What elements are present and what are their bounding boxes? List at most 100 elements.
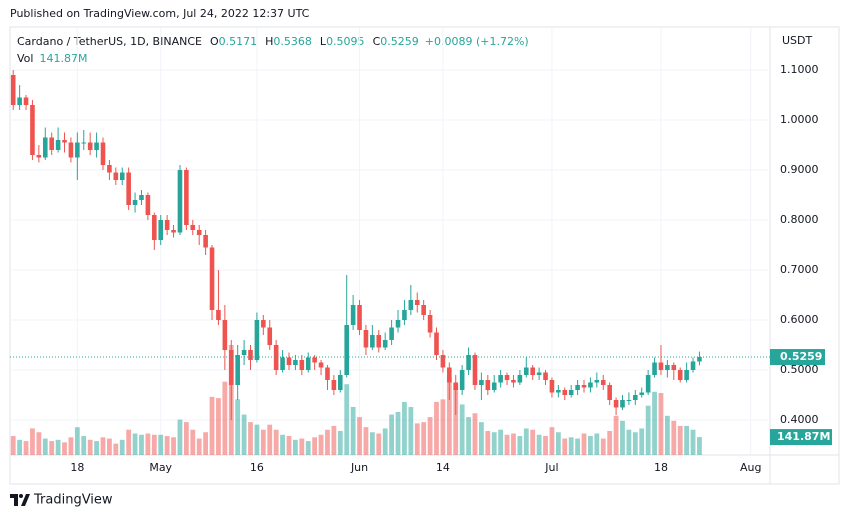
legend-title: Cardano / TetherUS, 1D, BINANCE O0.5171 H0… [17, 35, 529, 48]
volume-bar [151, 434, 157, 455]
candle-body [17, 97, 22, 105]
candle-body [370, 335, 375, 348]
candle-body [209, 247, 215, 310]
candle-body [421, 305, 426, 315]
volume-bar [10, 436, 16, 455]
y-tick-label: 0.6000 [780, 313, 819, 326]
ohlc-value: 0.5095 [326, 35, 365, 48]
candle-body [613, 400, 619, 408]
volume-bar [203, 432, 209, 455]
last-volume-label: 141.87M [777, 430, 830, 443]
candle-body [94, 142, 99, 150]
candle-body [216, 310, 221, 320]
candle-body [543, 372, 548, 380]
volume-bar [350, 406, 356, 455]
candle-body [459, 370, 465, 390]
last-volume-box [770, 429, 832, 446]
volume-bar [491, 432, 497, 455]
candle-body [536, 372, 542, 375]
candle-body [645, 375, 651, 393]
legend: Cardano / TetherUS, 1D, BINANCE O0.5171 H0… [17, 35, 529, 65]
candle-body [280, 357, 285, 370]
y-tick-label: 0.4000 [780, 413, 819, 426]
ohlc-prefix: H [265, 35, 273, 48]
candle-body [600, 380, 606, 385]
candle-body [139, 195, 144, 200]
volume-bar [113, 443, 119, 455]
volume-bar [68, 437, 74, 455]
volume-bar [171, 437, 176, 455]
volume-bar [299, 438, 305, 455]
y-axis-label: USDT [782, 34, 813, 47]
candle-body [665, 365, 670, 370]
candle-body [107, 165, 112, 173]
candle-body [671, 365, 677, 370]
candle-body [23, 97, 29, 105]
candle-body [171, 230, 176, 233]
candle-body [479, 380, 484, 385]
candle-body [158, 220, 164, 240]
volume-bar [62, 442, 67, 455]
volume-bar [196, 438, 202, 455]
x-tick-label: Jun [350, 461, 368, 474]
volume-bar [421, 422, 427, 455]
volume-bar [293, 439, 298, 455]
volume-bar [337, 430, 343, 455]
candle-body [49, 137, 54, 150]
volume-bar [395, 412, 401, 455]
x-tick-label: 18 [654, 461, 668, 474]
candle-body [325, 367, 330, 380]
volume-bar [158, 434, 164, 455]
candle-body [472, 355, 478, 385]
candle-body [190, 225, 196, 230]
volume-bar [414, 423, 420, 455]
volume-bar [504, 434, 510, 455]
volume-bar [453, 384, 459, 455]
ohlc-value: 0.5368 [273, 35, 312, 48]
volume-bar [562, 438, 568, 455]
volume-bar [555, 432, 561, 455]
candle-body [491, 382, 497, 390]
volume-bar [132, 433, 138, 455]
candle-body [376, 335, 382, 348]
volume-bar [107, 438, 112, 455]
candle-body [164, 220, 170, 230]
candle-body [254, 320, 260, 360]
ohlc-prefix: C [373, 35, 381, 48]
candle-body [620, 400, 625, 408]
candle-body [126, 172, 131, 205]
candle-body [305, 357, 311, 370]
candle-body [485, 380, 491, 390]
candle-body [273, 345, 279, 370]
volume-bar [594, 433, 600, 455]
volume-bar [222, 381, 228, 455]
volume-bar [472, 413, 478, 455]
candle-body [203, 235, 208, 248]
volume-bar [17, 439, 23, 455]
volume-bar [119, 439, 125, 455]
candle-body [293, 360, 298, 365]
candle-body [100, 142, 106, 165]
volume-bar [369, 432, 375, 455]
candle-body [81, 142, 87, 144]
volume-bar [588, 436, 593, 455]
x-tick-label: 16 [250, 461, 264, 474]
candle-body [132, 200, 138, 205]
candle-body [453, 382, 459, 390]
candle-body [434, 332, 439, 355]
candle-body [184, 170, 189, 225]
volume-bar [543, 436, 548, 455]
brand-name: TradingView [33, 493, 113, 508]
candle-body [350, 305, 356, 325]
volume-bar [49, 441, 55, 455]
volume-bar [273, 429, 279, 455]
volume-bar [209, 396, 215, 455]
candle-body [312, 357, 317, 363]
volume-bar [684, 425, 690, 455]
volume-bar [331, 425, 337, 455]
candle-body [177, 170, 183, 233]
candle-body [523, 367, 529, 375]
volume-bar [511, 433, 516, 455]
volume-bar [613, 415, 619, 455]
ohlc-value: 0.5259 [380, 35, 419, 48]
